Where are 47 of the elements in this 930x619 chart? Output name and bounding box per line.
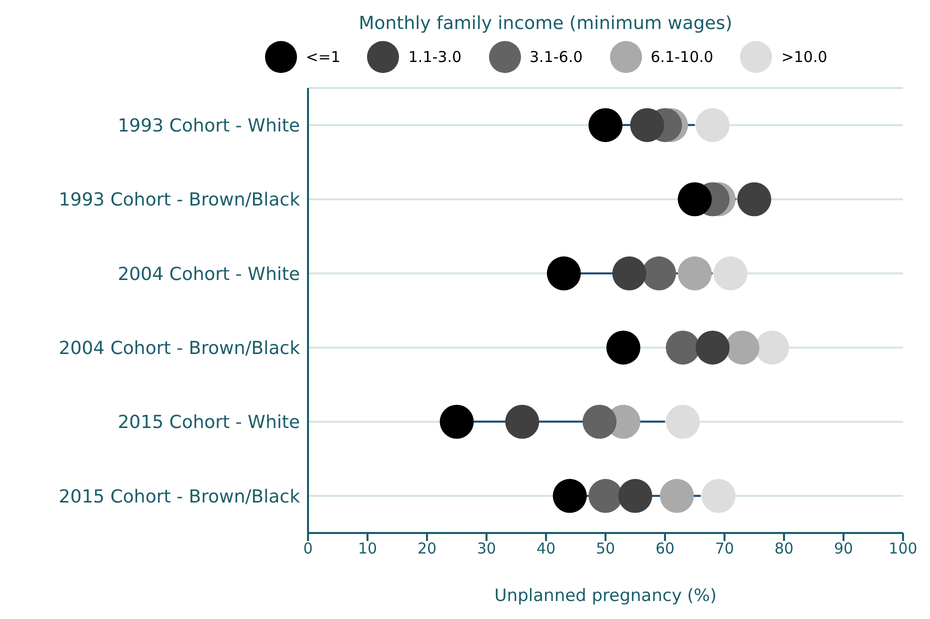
y-tick-label: 2015 Cohort - White [118, 412, 300, 434]
point [642, 256, 676, 290]
point [666, 330, 700, 365]
point [588, 108, 622, 142]
x-axis-title: Unplanned pregnancy (%) [494, 586, 717, 606]
y-tick-label: 1993 Cohort - Brown/Black [58, 190, 301, 211]
point [612, 256, 646, 290]
point [588, 478, 622, 513]
point [678, 182, 712, 216]
point [618, 478, 652, 513]
point [660, 478, 694, 513]
point [505, 404, 540, 439]
legend-label: 6.1-10.0 [650, 48, 714, 66]
legend-title: Monthly family income (minimum wages) [358, 13, 734, 34]
x-tick-label: 60 [655, 540, 675, 558]
point [713, 256, 748, 290]
x-tick-label: 80 [774, 540, 794, 558]
point [702, 478, 736, 513]
point [737, 182, 772, 216]
y-tick-label: 2004 Cohort - Brown/Black [58, 338, 301, 359]
point [678, 256, 712, 290]
x-tick-label: 90 [834, 540, 854, 558]
point [440, 404, 474, 439]
point [630, 108, 664, 142]
point [666, 404, 700, 439]
x-tick-label: 100 [888, 540, 918, 558]
x-tick-label: 10 [358, 540, 378, 558]
x-tick-label: 50 [596, 540, 616, 558]
legend-label: <=1 [306, 48, 340, 66]
y-tick-label: 2004 Cohort - White [118, 264, 300, 285]
point [696, 108, 730, 142]
point [696, 330, 730, 365]
point [546, 256, 581, 290]
x-tick-label: 70 [714, 540, 734, 558]
x-tick-label: 20 [417, 540, 437, 558]
point [606, 330, 640, 365]
x-tick-label: 0 [303, 540, 313, 558]
legend-label: 3.1-6.0 [530, 48, 583, 66]
y-tick-label: 2015 Cohort - Brown/Black [58, 486, 301, 508]
point [582, 404, 617, 439]
legend-label: >10.0 [781, 48, 828, 66]
point [552, 478, 587, 513]
y-tick-label: 1993 Cohort - White [118, 115, 300, 136]
x-tick-label: 40 [536, 540, 556, 558]
point [755, 330, 790, 365]
x-tick-label: 30 [476, 540, 496, 558]
legend-label: 1.1-3.0 [408, 48, 462, 66]
